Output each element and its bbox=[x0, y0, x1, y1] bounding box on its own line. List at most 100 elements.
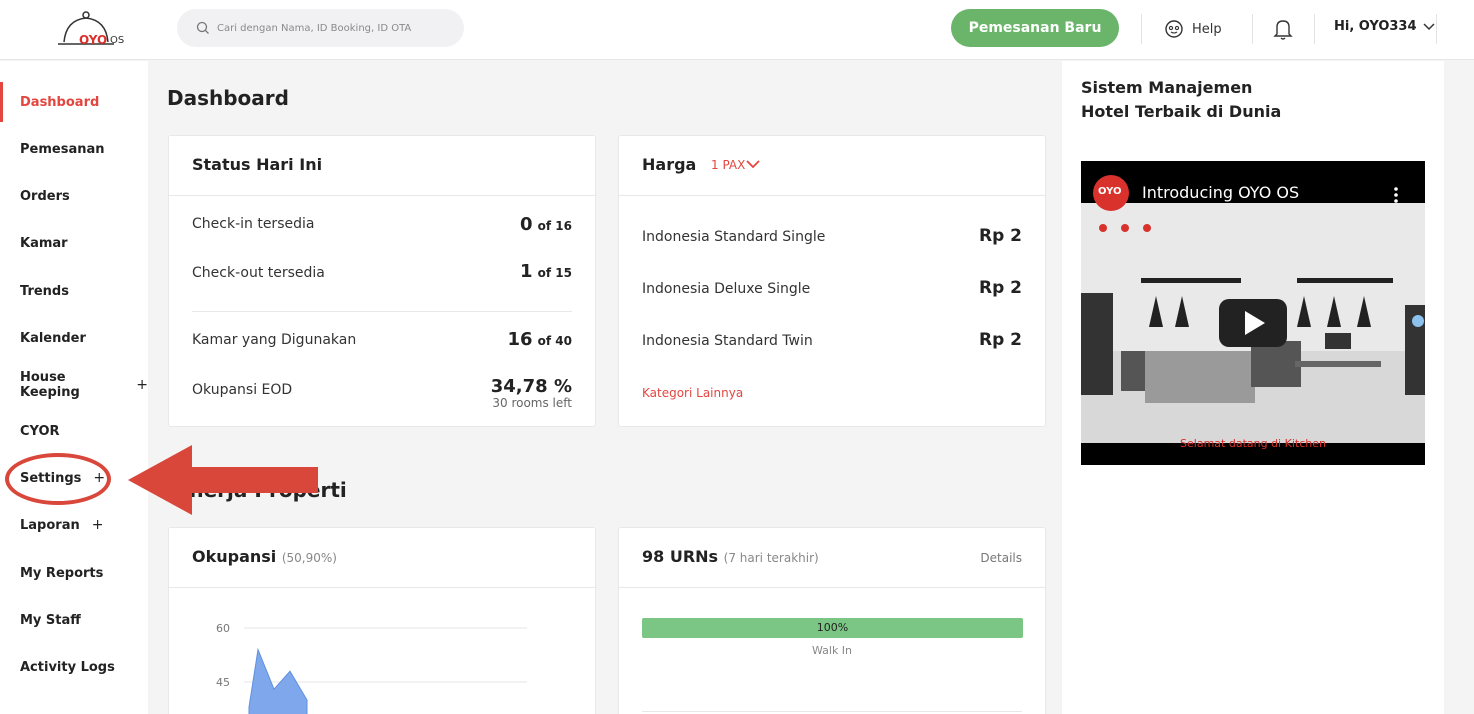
expand-plus-icon: + bbox=[91, 517, 104, 533]
sidebar-item-orders[interactable]: Orders bbox=[0, 176, 148, 216]
pax-selector[interactable]: 1 PAX bbox=[711, 158, 760, 172]
search-icon bbox=[196, 21, 209, 34]
video-title: Introducing OYO OS bbox=[1142, 183, 1300, 202]
sidebar: Dashboard Pemesanan Orders Kamar Trends … bbox=[0, 61, 148, 714]
page-title: Dashboard bbox=[167, 86, 289, 110]
card-header: Harga 1 PAX bbox=[619, 136, 1045, 196]
urns-count: 98 URNs bbox=[642, 547, 719, 566]
checkout-value: 1 of 15 bbox=[520, 261, 572, 282]
sidebar-item-pemesanan[interactable]: Pemesanan bbox=[0, 129, 148, 169]
sidebar-item-trends[interactable]: Trends bbox=[0, 271, 148, 311]
room-type-label: Indonesia Standard Twin bbox=[642, 333, 813, 349]
sidebar-item-label: My Reports bbox=[20, 565, 104, 581]
urns-period: (7 hari terakhir) bbox=[723, 551, 819, 565]
occupancy-chart: 60 45 bbox=[216, 622, 527, 714]
occupancy-card: Okupansi (50,90%) 60 45 bbox=[168, 527, 596, 714]
room-type-label: Indonesia Standard Single bbox=[642, 229, 826, 245]
cloche-icon bbox=[58, 11, 114, 45]
channel-logo-text: OYO bbox=[1098, 186, 1122, 197]
sidebar-item-laporan[interactable]: Laporan + bbox=[0, 505, 148, 545]
details-link[interactable]: Details bbox=[980, 551, 1022, 565]
promo-heading: Sistem Manajemen Hotel Terbaik di Dunia bbox=[1081, 76, 1331, 124]
room-price: Rp 2 bbox=[978, 226, 1022, 246]
sidebar-item-label: CYOR bbox=[20, 423, 60, 439]
divider bbox=[642, 711, 1022, 712]
sidebar-item-label: Activity Logs bbox=[20, 659, 115, 675]
header-divider bbox=[1314, 14, 1315, 44]
pax-label: 1 PAX bbox=[711, 158, 746, 172]
y-tick-label: 60 bbox=[216, 622, 230, 635]
highlight-circle bbox=[5, 453, 111, 505]
help-link[interactable]: Help bbox=[1164, 18, 1222, 40]
chevron-down-icon bbox=[1423, 22, 1435, 30]
rooms-used-label: Kamar yang Digunakan bbox=[192, 332, 357, 348]
sidebar-item-label: Trends bbox=[20, 283, 69, 299]
sidebar-item-activity-logs[interactable]: Activity Logs bbox=[0, 647, 148, 687]
card-title: Harga bbox=[642, 155, 697, 174]
intro-video-player[interactable]: OYO Introducing OYO OS Selamat datang di… bbox=[1081, 161, 1425, 465]
sidebar-item-kalender[interactable]: Kalender bbox=[0, 318, 148, 358]
occupancy-eod-label: Okupansi EOD bbox=[192, 382, 293, 398]
occupancy-eod-value: 34,78 % 30 rooms left bbox=[491, 376, 572, 409]
sidebar-item-house-keeping[interactable]: House Keeping + bbox=[0, 365, 148, 405]
right-panel: Sistem Manajemen Hotel Terbaik di Dunia bbox=[1062, 61, 1444, 714]
occupancy-area-series bbox=[248, 647, 308, 714]
sidebar-item-label: Pemesanan bbox=[20, 141, 105, 157]
more-categories-link[interactable]: Kategori Lainnya bbox=[642, 386, 744, 400]
kebab-menu-icon[interactable] bbox=[1393, 186, 1399, 204]
walkin-progress-bar: 100% bbox=[642, 618, 1023, 638]
oyo-os-logo[interactable]: OYO OS bbox=[54, 8, 134, 52]
bell-icon[interactable] bbox=[1272, 17, 1294, 41]
sidebar-item-cyor[interactable]: CYOR bbox=[0, 411, 148, 451]
sidebar-item-label: Laporan bbox=[20, 517, 80, 533]
expand-plus-icon: + bbox=[136, 377, 148, 393]
header-divider bbox=[1252, 14, 1253, 44]
header-divider bbox=[1141, 14, 1142, 44]
occupancy-title: Okupansi bbox=[192, 547, 277, 566]
oyo-channel-icon bbox=[1093, 175, 1129, 211]
chevron-down-icon bbox=[746, 160, 760, 169]
checkin-count: 0 bbox=[520, 214, 533, 235]
new-booking-button[interactable]: Pemesanan Baru bbox=[951, 9, 1119, 47]
promo-line: Hotel Terbaik di Dunia bbox=[1081, 102, 1282, 121]
sidebar-item-label: My Staff bbox=[20, 612, 81, 628]
status-card: Status Hari Ini Check-in tersedia 0 of 1… bbox=[168, 135, 596, 427]
sidebar-item-label: Kalender bbox=[20, 330, 86, 346]
sidebar-item-label: Orders bbox=[20, 188, 70, 204]
checkout-label: Check-out tersedia bbox=[192, 265, 325, 281]
rooms-used-count: 16 bbox=[507, 329, 533, 350]
checkin-total: of 16 bbox=[537, 219, 572, 233]
card-title: Okupansi (50,90%) bbox=[192, 547, 337, 566]
occupancy-eod-percent: 34,78 % bbox=[490, 376, 572, 397]
urns-card: 98 URNs (7 hari terakhir) Details 100% W… bbox=[618, 527, 1046, 714]
user-greeting: Hi, OYO334 bbox=[1334, 19, 1417, 34]
sidebar-item-my-reports[interactable]: My Reports bbox=[0, 553, 148, 593]
search-input[interactable] bbox=[217, 18, 452, 38]
user-menu[interactable]: Hi, OYO334 bbox=[1334, 19, 1435, 34]
video-caption: Selamat datang di Kitchen bbox=[1180, 437, 1326, 450]
sidebar-item-my-staff[interactable]: My Staff bbox=[0, 600, 148, 640]
room-type-label: Indonesia Deluxe Single bbox=[642, 281, 811, 297]
logo-text: OYO bbox=[79, 33, 108, 47]
video-thumbnail bbox=[1081, 203, 1425, 465]
sidebar-item-label: House Keeping bbox=[20, 370, 80, 400]
room-price: Rp 2 bbox=[978, 330, 1022, 350]
sidebar-item-dashboard[interactable]: Dashboard bbox=[0, 82, 148, 122]
rooms-used-value: 16 of 40 bbox=[508, 329, 573, 350]
card-title: Status Hari Ini bbox=[192, 155, 323, 174]
card-title: 98 URNs (7 hari terakhir) bbox=[642, 547, 819, 566]
help-label: Help bbox=[1192, 21, 1222, 37]
card-header: Okupansi (50,90%) bbox=[169, 528, 595, 588]
red-arrow-annotation bbox=[128, 445, 318, 515]
checkout-total: of 15 bbox=[537, 266, 572, 280]
promo-line: Sistem Manajemen bbox=[1081, 78, 1253, 97]
card-header: Status Hari Ini bbox=[169, 136, 595, 196]
search-box[interactable] bbox=[177, 9, 464, 47]
price-card: Harga 1 PAX Indonesia Standard Single Rp… bbox=[618, 135, 1046, 427]
logo-suffix: OS bbox=[110, 35, 125, 46]
checkin-label: Check-in tersedia bbox=[192, 216, 315, 232]
checkin-value: 0 of 16 bbox=[520, 214, 572, 235]
sidebar-item-kamar[interactable]: Kamar bbox=[0, 223, 148, 263]
sidebar-item-label: Dashboard bbox=[20, 94, 100, 110]
divider bbox=[192, 311, 572, 312]
